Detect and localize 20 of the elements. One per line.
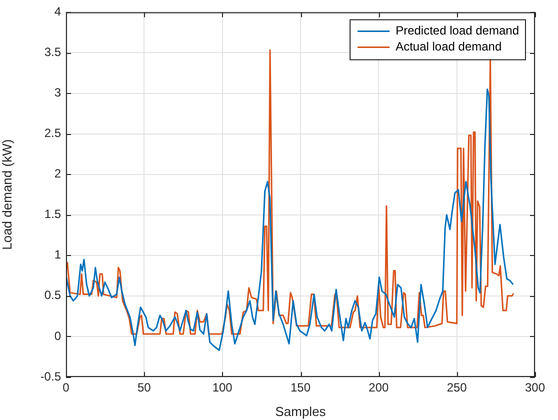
y-tick-label: 0.5 xyxy=(44,288,62,302)
x-tick-label: 100 xyxy=(212,380,233,395)
y-tick-label: 0 xyxy=(54,328,62,343)
y-tick-label: 2.5 xyxy=(44,126,62,140)
x-axis-title: Samples xyxy=(275,404,326,419)
y-tick-label: 4 xyxy=(54,4,62,19)
y-tick-label: -0.5 xyxy=(40,369,62,384)
x-tick-label: 50 xyxy=(137,380,152,395)
x-tick-label: 150 xyxy=(290,380,311,395)
legend-label: Predicted load demand xyxy=(396,24,520,38)
y-tick-label: 3.5 xyxy=(44,45,62,60)
y-axis-title: Load demand (kW) xyxy=(0,139,14,250)
y-tick-label: 1 xyxy=(54,248,62,262)
x-tick-label: 200 xyxy=(368,380,389,395)
legend-label: Actual load demand xyxy=(396,40,502,54)
x-tick-label: 250 xyxy=(446,380,468,395)
y-tick-label: 3 xyxy=(54,86,62,100)
x-tick-label: 300 xyxy=(524,380,546,395)
y-tick-label: 1.5 xyxy=(44,207,62,222)
y-tick-label: 2 xyxy=(54,166,62,181)
